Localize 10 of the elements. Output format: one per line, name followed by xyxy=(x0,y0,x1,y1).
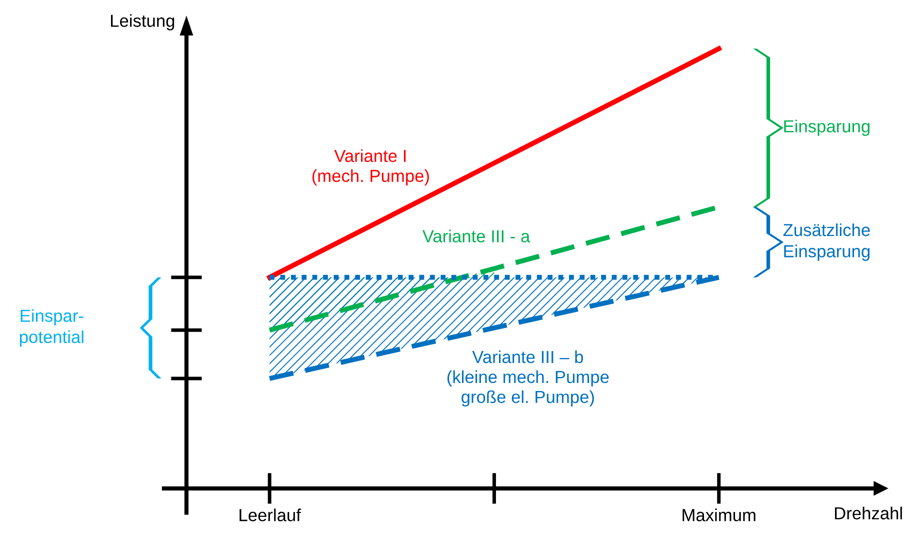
annotation: Einsparung xyxy=(784,120,870,136)
annotation: Zusätzliche Einsparung xyxy=(783,223,870,261)
y-axis-title: Leistung xyxy=(111,14,174,30)
series-label: Variante III – b (kleine mech. Pumpe große el. Pumpe) xyxy=(447,350,609,407)
x-tick-label: Leerlauf xyxy=(240,508,301,522)
text: Einspar- potential xyxy=(20,309,84,347)
x-tick-label: Maximum xyxy=(682,508,756,522)
x-axis-title: Drehzahl xyxy=(835,506,902,520)
series-label: Variante III - a xyxy=(422,230,530,242)
series-label: Variante I (mech. Pumpe) xyxy=(312,149,429,186)
